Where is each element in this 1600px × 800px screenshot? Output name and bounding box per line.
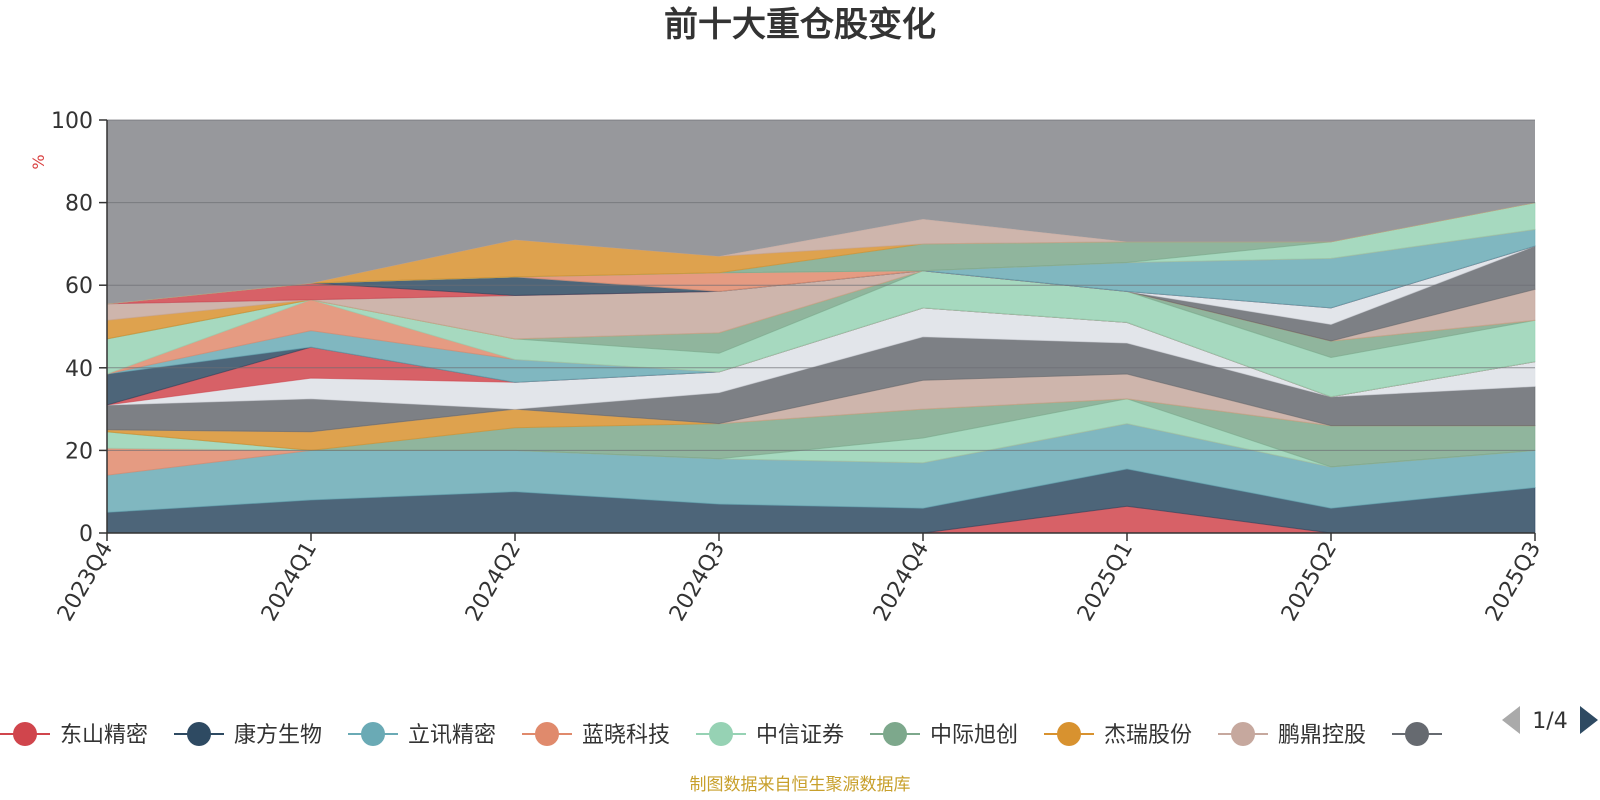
legend-item[interactable]: 中际旭创 [870, 722, 1018, 748]
legend-circle-icon [1405, 722, 1429, 746]
legend-circle-icon [187, 722, 211, 746]
area-series-remainder [107, 120, 1535, 304]
legend-label: 鹏鼎控股 [1278, 723, 1366, 748]
x-tick-label: 2025Q2 [1277, 538, 1342, 626]
y-tick-label: 40 [65, 357, 93, 382]
legend-item[interactable]: 蓝晓科技 [522, 722, 670, 748]
legend-label: 康方生物 [234, 723, 322, 748]
legend-label: 杰瑞股份 [1104, 723, 1192, 748]
y-axis-unit: % [29, 154, 48, 169]
legend-circle-icon [883, 722, 907, 746]
legend-item[interactable]: 康方生物 [174, 722, 322, 748]
x-tick-label: 2024Q3 [665, 538, 730, 626]
x-tick-label: 2024Q4 [869, 538, 934, 626]
x-tick-label: 2023Q4 [53, 538, 118, 626]
x-tick-label: 2025Q1 [1073, 538, 1138, 626]
y-tick-label: 20 [65, 439, 93, 464]
legend-item[interactable]: 杰瑞股份 [1044, 722, 1192, 748]
legend-label: 立讯精密 [408, 723, 496, 748]
y-tick-label: 80 [65, 192, 93, 217]
legend-item[interactable]: 立讯精密 [348, 722, 496, 748]
legend-item[interactable]: 鹏鼎控股 [1218, 722, 1366, 748]
legend-page-indicator: 1/4 [1532, 709, 1567, 734]
legend-circle-icon [1057, 722, 1081, 746]
legend-circle-icon [1231, 722, 1255, 746]
legend-circle-icon [361, 722, 385, 746]
legend-prev-page-icon[interactable] [1502, 706, 1520, 734]
legend-circle-icon [709, 722, 733, 746]
plot-area [106, 120, 1536, 534]
x-tick-label: 2024Q2 [461, 538, 526, 626]
legend-pager: 1/4 [1502, 706, 1598, 734]
legend-item[interactable]: 东山精密 [0, 722, 148, 748]
legend-label: 中际旭创 [930, 723, 1018, 748]
source-note: 制图数据来自恒生聚源数据库 [690, 775, 911, 795]
chart-title: 前十大重仓股变化 [664, 5, 936, 45]
legend-next-page-icon[interactable] [1580, 706, 1598, 734]
y-tick-label: 0 [79, 522, 93, 547]
grid-lines [107, 119, 1535, 451]
legend: 东山精密 康方生物 立讯精密 蓝晓科技 中信证券 中际旭创 杰瑞股份 鹏鼎控股 [0, 722, 1442, 748]
legend-items: 东山精密 康方生物 立讯精密 蓝晓科技 中信证券 中际旭创 杰瑞股份 鹏鼎控股 [0, 722, 1442, 748]
legend-item[interactable] [1392, 722, 1442, 746]
legend-label: 蓝晓科技 [582, 723, 670, 748]
y-tick-label: 100 [51, 109, 93, 134]
x-tick-label: 2025Q3 [1481, 538, 1546, 626]
legend-label: 东山精密 [60, 723, 148, 748]
legend-item[interactable]: 中信证券 [696, 722, 844, 748]
x-tick-label: 2024Q1 [257, 538, 322, 626]
legend-circle-icon [13, 722, 37, 746]
y-tick-label: 60 [65, 274, 93, 299]
legend-circle-icon [535, 722, 559, 746]
legend-label: 中信证券 [756, 723, 844, 748]
